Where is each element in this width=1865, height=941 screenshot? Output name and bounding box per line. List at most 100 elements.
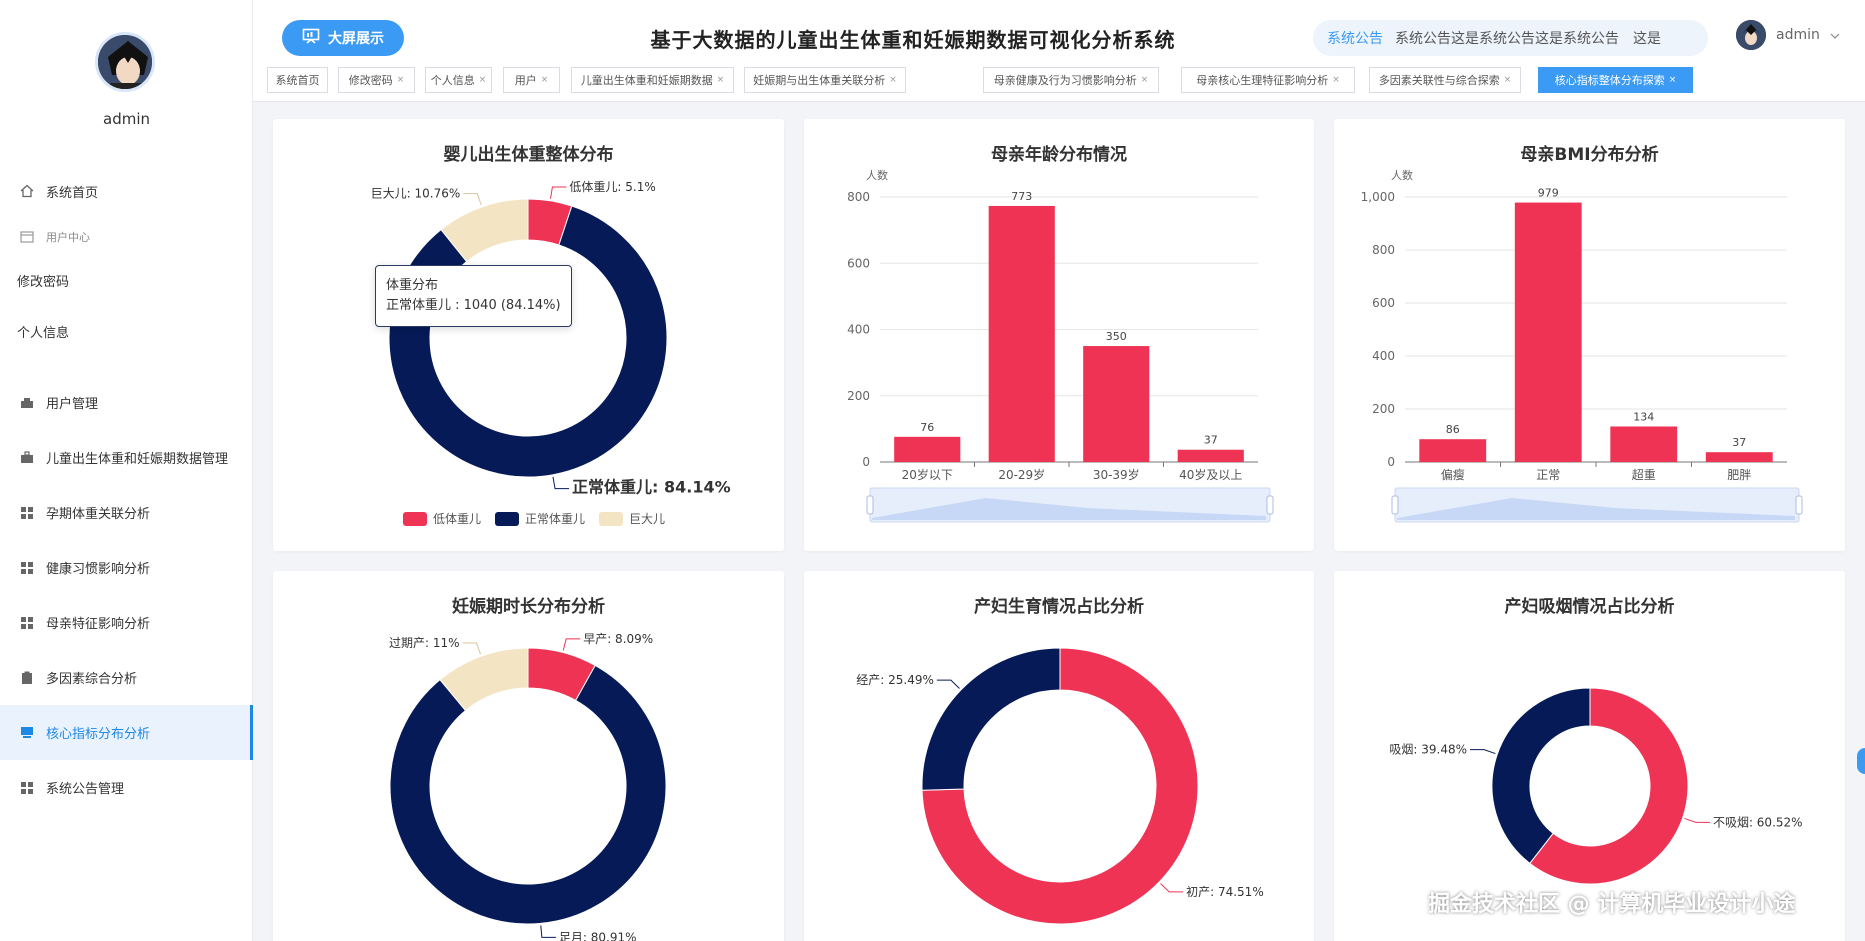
tab-core-indicators[interactable]: 核心指标整体分布探索 ×	[1538, 67, 1693, 93]
sidebar-item-core-indicators[interactable]: 核心指标分布分析	[0, 705, 253, 760]
big-screen-label: 大屏展示	[328, 31, 384, 47]
tab-label: 系统首页	[275, 74, 320, 87]
user-avatar[interactable]	[95, 32, 155, 92]
tab-label: 修改密码	[348, 74, 393, 87]
chart-tooltip: 体重分布 正常体重儿 : 1040 (84.14%)	[375, 265, 572, 327]
sidebar-item-label: 孕期体重关联分析	[46, 507, 151, 522]
sidebar-item-data-management[interactable]: 儿童出生体重和妊娠期数据管理	[0, 430, 253, 485]
tab-change-password[interactable]: 修改密码 ×	[338, 67, 415, 93]
close-icon[interactable]: ×	[1332, 75, 1340, 85]
tab-personal-info[interactable]: 个人信息 ×	[425, 67, 492, 93]
legend-label: 低体重儿	[433, 512, 482, 526]
tab-home[interactable]: 系统首页	[267, 67, 328, 93]
home-icon	[20, 184, 34, 198]
user-menu[interactable]: admin	[1736, 20, 1840, 50]
legend-item[interactable]: 低体重儿	[403, 510, 481, 527]
tab-bar: 系统首页 修改密码 × 个人信息 × 用户 × 儿童出生体重和妊娠期数据 × 妊娠期与出…	[253, 64, 1865, 102]
monitor-icon	[20, 726, 34, 740]
tab-multi-factor[interactable]: 多因素关联性与综合探索 ×	[1369, 67, 1521, 93]
tab-label: 核心指标整体分布探索	[1554, 74, 1665, 87]
tab-user[interactable]: 用户 ×	[503, 67, 560, 93]
close-icon[interactable]: ×	[1503, 75, 1512, 85]
mother-age-card: 母亲年龄分布情况	[804, 119, 1314, 551]
watermark: 掘金技术社区 @ 计算机毕业设计小途	[1428, 892, 1796, 917]
tab-health-habits[interactable]: 母亲健康及行为习惯影响分析 ×	[983, 67, 1159, 93]
sidebar-item-label: 母亲特征影响分析	[46, 617, 151, 632]
grid-icon	[20, 506, 34, 520]
sidebar-item-label: 多因素综合分析	[46, 672, 138, 687]
big-screen-button[interactable]: 大屏展示	[282, 20, 404, 56]
tab-label: 母亲核心生理特征影响分析	[1196, 74, 1329, 87]
floating-handle[interactable]	[1857, 748, 1865, 774]
sidebar-item-label: 核心指标分布分析	[46, 727, 151, 742]
tooltip-line: 正常体重儿 : 1040 (84.14%)	[386, 298, 561, 313]
birth-weight-legend: 低体重儿 正常体重儿 巨大儿	[403, 510, 665, 527]
chart-title: 婴儿出生体重整体分布	[443, 145, 614, 165]
sidebar-item-personal-info[interactable]: 个人信息	[0, 303, 253, 359]
chart-title: 产妇吸烟情况占比分析	[1504, 597, 1675, 617]
chart-title: 妊娠期时长分布分析	[452, 597, 605, 617]
clipboard-icon	[20, 671, 34, 685]
sidebar-nav: 系统首页 用户中心 修改密码 个人信息 用户管理 儿童出生体重和妊娠期数据管理	[0, 165, 253, 815]
user-manage-icon	[20, 396, 34, 410]
chart-title: 母亲BMI分布分析	[1520, 145, 1659, 165]
close-icon[interactable]: ×	[396, 75, 405, 85]
top-header: 大屏展示 基于大数据的儿童出生体重和妊娠期数据可视化分析系统 系统公告 系统公告…	[253, 0, 1865, 64]
close-icon[interactable]: ×	[889, 75, 897, 85]
close-icon[interactable]: ×	[716, 75, 725, 85]
legend-label: 巨大儿	[629, 512, 666, 526]
tab-birth-data[interactable]: 儿童出生体重和妊娠期数据 ×	[571, 67, 734, 93]
header-avatar	[1736, 20, 1766, 50]
legend-item[interactable]: 巨大儿	[599, 510, 665, 527]
sidebar-item-label: 修改密码	[17, 274, 70, 290]
mother-bmi-card: 母亲BMI分布分析	[1334, 119, 1845, 551]
briefcase-icon	[20, 451, 34, 465]
sidebar-item-pregnancy-weight[interactable]: 孕期体重关联分析	[0, 485, 253, 540]
header-username: admin	[1776, 27, 1820, 43]
tooltip-title: 体重分布	[386, 278, 439, 293]
close-icon[interactable]: ×	[478, 75, 487, 85]
notice-marquee[interactable]: 系统公告 系统公告这是系统公告这是系统公告 这是	[1313, 20, 1708, 56]
legend-label: 正常体重儿	[525, 512, 586, 526]
sidebar-item-label: 儿童出生体重和妊娠期数据管理	[46, 452, 229, 467]
notice-label: 系统公告	[1327, 31, 1383, 47]
tab-label: 多因素关联性与综合探索	[1378, 74, 1500, 87]
page-title: 基于大数据的儿童出生体重和妊娠期数据可视化分析系统	[650, 28, 1176, 52]
sidebar-item-label: 健康习惯影响分析	[46, 562, 151, 577]
close-icon[interactable]: ×	[540, 75, 549, 85]
chevron-down-icon	[1830, 27, 1840, 43]
sidebar-item-multi-factor[interactable]: 多因素综合分析	[0, 650, 253, 705]
chart-title: 母亲年龄分布情况	[991, 145, 1127, 165]
tab-label: 用户	[514, 74, 537, 87]
sidebar-item-label: 系统首页	[46, 185, 99, 201]
close-icon[interactable]: ×	[1140, 75, 1149, 85]
sidebar-item-health-habits[interactable]: 健康习惯影响分析	[0, 540, 253, 595]
presentation-icon	[302, 28, 320, 48]
sidebar: admin 系统首页 用户中心 修改密码 个人信息 用户管理	[0, 0, 253, 941]
tab-mother-features[interactable]: 母亲核心生理特征影响分析 ×	[1181, 67, 1355, 93]
user-center-icon	[20, 230, 34, 244]
sidebar-item-user-management[interactable]: 用户管理	[0, 375, 253, 430]
sidebar-item-mother-features[interactable]: 母亲特征影响分析	[0, 595, 253, 650]
tab-label: 个人信息	[430, 74, 475, 87]
sidebar-item-announcements[interactable]: 系统公告管理	[0, 760, 253, 815]
chart-title: 产妇生育情况占比分析	[974, 597, 1144, 617]
birth-weight-card: 婴儿出生体重整体分布	[273, 119, 784, 551]
sidebar-item-home[interactable]: 系统首页	[0, 165, 253, 217]
sidebar-group-user-center[interactable]: 用户中心	[0, 217, 253, 257]
tab-pregnancy-relation[interactable]: 妊娠期与出生体重关联分析 ×	[744, 67, 906, 93]
grid-icon	[20, 781, 34, 795]
grid-icon	[20, 616, 34, 630]
tab-label: 妊娠期与出生体重关联分析	[753, 74, 886, 87]
close-icon[interactable]: ×	[1668, 75, 1677, 85]
sidebar-item-label: 用户中心	[46, 231, 90, 244]
sidebar-item-change-password[interactable]: 修改密码	[0, 257, 253, 303]
notice-text: 系统公告这是系统公告这是系统公告 这是	[1395, 31, 1661, 47]
sidebar-item-label: 用户管理	[46, 397, 99, 412]
gestation-card: 妊娠期时长分布分析	[273, 571, 784, 941]
parity-card: 产妇生育情况占比分析	[804, 571, 1314, 941]
sidebar-item-label: 个人信息	[17, 325, 70, 341]
sidebar-item-label: 系统公告管理	[46, 782, 125, 797]
tab-label: 母亲健康及行为习惯影响分析	[993, 74, 1137, 87]
legend-item[interactable]: 正常体重儿	[495, 510, 585, 527]
